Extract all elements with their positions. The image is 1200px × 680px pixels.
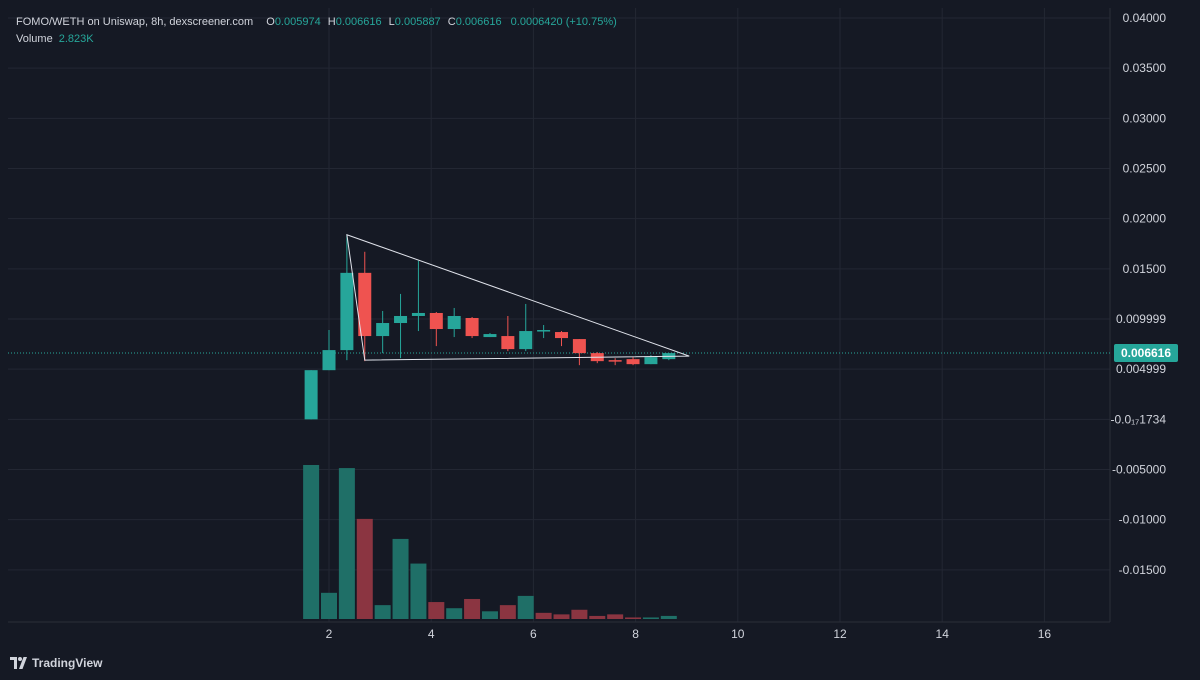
candle-body	[358, 272, 372, 337]
price-tick-label: -0.01500	[1119, 563, 1167, 577]
candle-body	[608, 360, 622, 362]
candle-body	[340, 272, 354, 351]
price-axis[interactable]: 0.04000 0.03500 0.03000 0.02500 0.02000 0.015…	[1110, 11, 1166, 577]
open-value: 0.005974	[274, 16, 321, 28]
candle-body	[555, 332, 569, 339]
price-tick-label: 0.02000	[1123, 212, 1167, 226]
time-tick-label: 2	[326, 627, 333, 641]
ohlc-row: FOMO/WETH on Uniswap, 8h, dexscreener.co…	[16, 14, 617, 30]
time-tick-label: 16	[1038, 627, 1052, 641]
volume-bar	[571, 609, 588, 619]
last-price-tag: 0.006616	[1114, 343, 1178, 362]
candle-body	[411, 312, 425, 316]
candle-body	[626, 359, 640, 365]
triangle-drawing[interactable]	[346, 233, 690, 361]
volume-bar	[625, 617, 642, 619]
price-tick-label: 0.01500	[1123, 262, 1167, 276]
time-tick-label: 12	[833, 627, 847, 641]
volume-bar	[410, 563, 427, 619]
candle-body	[304, 370, 318, 420]
volume-bar	[607, 614, 624, 619]
price-tick-label: 0.004999	[1116, 362, 1166, 376]
price-tick-label: -0.01000	[1119, 513, 1167, 527]
candlesticks	[304, 234, 676, 420]
volume-bar	[338, 468, 355, 619]
volume-value: 2.823K	[58, 33, 94, 45]
candle-body	[376, 323, 390, 337]
price-tick-label: 0.03500	[1123, 61, 1167, 75]
candle-body	[572, 339, 586, 354]
price-tick-label: 0.03000	[1123, 111, 1167, 125]
low-value: 0.005887	[394, 16, 441, 28]
price-tick-label: 0.04000	[1123, 11, 1167, 25]
candle-body	[322, 350, 336, 371]
volume-bars	[303, 465, 677, 619]
tradingview-logo-icon	[10, 657, 27, 669]
time-axis[interactable]: 2 4 6 8 10 12 14 16	[326, 627, 1052, 641]
change-value: 0.0006420 (+10.75%)	[510, 16, 617, 28]
candle-body	[483, 334, 497, 338]
volume-bar	[446, 608, 463, 619]
time-tick-label: 4	[428, 627, 435, 641]
candle-body	[501, 336, 515, 350]
candle-body	[537, 330, 551, 332]
volume-row: Volume 2.823K	[16, 31, 617, 47]
time-tick-label: 6	[530, 627, 537, 641]
high-value: 0.006616	[335, 16, 382, 28]
volume-bar	[589, 615, 606, 619]
volume-bar	[428, 602, 445, 619]
candle-body	[447, 315, 461, 330]
symbol-title: FOMO/WETH on Uniswap, 8h, dexscreener.co…	[16, 16, 254, 28]
volume-bar	[499, 605, 516, 619]
volume-bar	[553, 614, 570, 619]
time-tick-label: 10	[731, 627, 745, 641]
brand-label: TradingView	[32, 656, 103, 670]
candle-body	[519, 331, 533, 350]
candle-body	[394, 315, 408, 324]
volume-bar	[356, 518, 373, 619]
price-tick-label: 0.009999	[1116, 312, 1166, 326]
volume-bar	[392, 538, 409, 619]
low-label: L	[388, 16, 395, 28]
open-label: O	[266, 16, 275, 28]
volume-label: Volume	[16, 33, 53, 45]
price-tick-label: 0.02500	[1123, 162, 1167, 176]
candle-body	[465, 317, 479, 337]
volume-bar	[303, 465, 320, 619]
close-value: 0.006616	[455, 16, 502, 28]
volume-bar	[660, 615, 677, 619]
chart-legend: FOMO/WETH on Uniswap, 8h, dexscreener.co…	[16, 14, 617, 47]
grid-lines	[8, 8, 1111, 623]
candle-body	[644, 357, 658, 365]
tradingview-brand[interactable]: TradingView	[10, 656, 102, 670]
close-label: C	[447, 16, 456, 28]
time-tick-label: 14	[936, 627, 950, 641]
time-tick-label: 8	[632, 627, 639, 641]
volume-bar	[374, 605, 391, 619]
volume-bar	[481, 611, 498, 619]
volume-bar	[517, 595, 534, 619]
candle-body	[429, 312, 443, 330]
volume-bar	[464, 598, 481, 619]
price-tick-label: -0.0₁₇1734	[1110, 412, 1166, 426]
volume-bar	[642, 617, 659, 619]
volume-bar	[535, 612, 552, 619]
volume-bar	[321, 592, 337, 619]
high-label: H	[327, 16, 336, 28]
price-tick-label: -0.005000	[1112, 463, 1166, 477]
